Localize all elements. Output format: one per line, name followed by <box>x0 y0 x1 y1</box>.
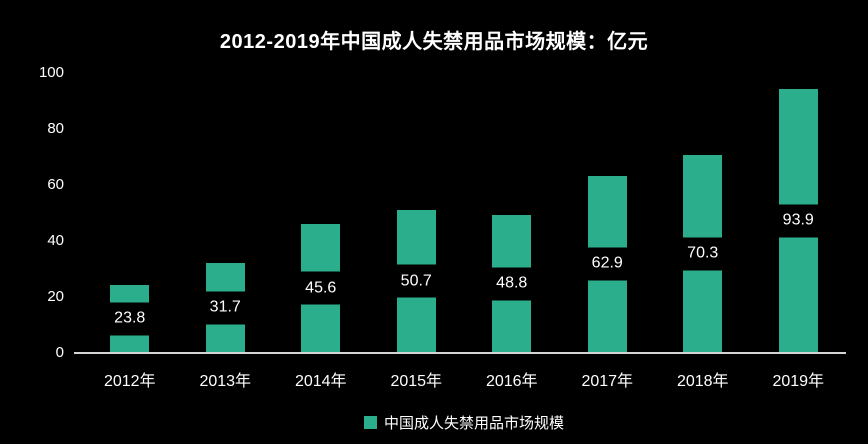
bar-label-gap: 70.3 <box>683 237 723 271</box>
bar: 48.8 <box>492 215 532 352</box>
legend: 中国成人失禁用品市场规模 <box>82 412 846 433</box>
bar-value-label: 62.9 <box>591 254 623 272</box>
bar-value-label: 50.7 <box>400 272 432 290</box>
x-axis-category-label: 2017年 <box>581 373 634 390</box>
bar-label-gap: 45.6 <box>301 271 341 305</box>
x-axis-category-label: 2019年 <box>772 373 825 390</box>
bar-label-gap: 50.7 <box>396 264 436 298</box>
bar-value-label: 48.8 <box>496 274 528 292</box>
x-axis-category-label: 2018年 <box>676 373 729 390</box>
bar-label-gap: 93.9 <box>778 204 818 238</box>
bar: 50.7 <box>396 210 436 352</box>
legend-swatch-icon <box>363 416 377 429</box>
bar: 31.7 <box>205 263 245 352</box>
y-axis-tick-label: 40 <box>47 232 64 249</box>
legend-label: 中国成人失禁用品市场规模 <box>383 415 564 432</box>
y-axis-tick-label: 60 <box>47 176 64 193</box>
bar: 93.9 <box>778 89 818 352</box>
x-axis-category-label: 2014年 <box>294 373 347 390</box>
x-axis-category-label: 2012年 <box>103 373 156 390</box>
bar-value-label: 93.9 <box>782 211 814 229</box>
bar-value-label: 31.7 <box>209 298 241 316</box>
bar: 23.8 <box>110 285 150 352</box>
bar-value-label: 45.6 <box>305 279 337 297</box>
y-axis-tick-label: 80 <box>47 120 64 137</box>
y-axis-tick-label: 0 <box>55 344 64 361</box>
bar-label-gap: 48.8 <box>492 267 532 301</box>
bar: 70.3 <box>683 155 723 352</box>
x-axis-category-label: 2015年 <box>390 373 443 390</box>
bar-label-gap: 62.9 <box>587 247 627 281</box>
bar-value-label: 70.3 <box>687 244 719 262</box>
y-axis-tick-label: 100 <box>38 64 64 81</box>
bar: 45.6 <box>301 224 341 352</box>
chart-title: 2012-2019年中国成人失禁用品市场规模：亿元 <box>219 31 649 53</box>
y-axis-tick-label: 20 <box>47 288 64 305</box>
bar-label-gap: 31.7 <box>205 291 245 325</box>
x-axis-line <box>74 352 846 354</box>
x-axis-category-label: 2016年 <box>485 373 538 390</box>
x-axis-category-label: 2013年 <box>199 373 252 390</box>
bar-label-gap: 23.8 <box>110 302 150 336</box>
bar-value-label: 23.8 <box>114 309 146 327</box>
bar: 62.9 <box>587 175 627 352</box>
